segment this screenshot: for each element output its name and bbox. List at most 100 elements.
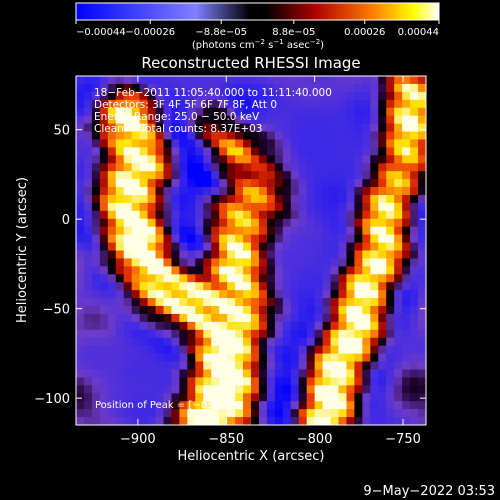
heatmap-cell — [211, 131, 220, 141]
heatmap-cell — [219, 76, 228, 85]
heatmap-cell — [290, 306, 300, 315]
heatmap-cell — [219, 234, 228, 244]
heatmap-cell — [418, 234, 426, 244]
heatmap-cell — [99, 250, 109, 260]
heatmap-cell — [314, 306, 324, 315]
heatmap-cell — [282, 171, 292, 180]
heatmap-cell — [179, 345, 188, 355]
heatmap-cell — [402, 266, 411, 275]
heatmap-cell — [171, 258, 180, 267]
heatmap-cell — [386, 250, 395, 260]
heatmap-cell — [91, 274, 101, 283]
heatmap-cell — [243, 83, 252, 93]
heatmap-cell — [338, 298, 348, 307]
heatmap-cell — [290, 321, 300, 331]
heatmap-cell — [274, 171, 284, 180]
heatmap-cell — [227, 353, 236, 363]
heatmap-cell — [187, 91, 196, 101]
heatmap-cell — [115, 266, 125, 275]
heatmap-cell — [155, 274, 165, 283]
heatmap-cell — [187, 194, 196, 204]
heatmap-cell — [394, 258, 403, 267]
heatmap-cell — [314, 290, 324, 299]
heatmap-cell — [115, 369, 125, 379]
heatmap-cell — [274, 361, 284, 371]
heatmap-cell — [219, 242, 228, 252]
heatmap-cell — [76, 417, 85, 425]
heatmap-cell — [314, 369, 324, 379]
heatmap-cell — [227, 306, 236, 315]
heatmap-cell — [155, 377, 165, 386]
heatmap-cell — [386, 345, 395, 355]
heatmap-cell — [282, 131, 292, 141]
heatmap-cell — [83, 242, 93, 252]
heatmap-cell — [107, 250, 117, 260]
heatmap-cell — [171, 123, 180, 133]
heatmap-cell — [203, 83, 212, 93]
heatmap-cell — [314, 83, 324, 93]
heatmap-cell — [179, 258, 188, 267]
heatmap-cell — [187, 226, 196, 236]
heatmap-cell — [203, 131, 212, 141]
heatmap-cell — [227, 313, 236, 323]
heatmap-cell — [195, 393, 204, 402]
heatmap-cell — [378, 306, 387, 315]
heatmap-cell — [219, 385, 228, 394]
heatmap-cell — [179, 179, 188, 188]
heatmap-cell — [163, 409, 173, 418]
heatmap-cell — [107, 377, 117, 386]
heatmap-cell — [107, 321, 117, 331]
heatmap-cell — [402, 218, 411, 228]
heatmap-cell — [258, 91, 268, 101]
heatmap-cell — [155, 179, 165, 188]
heatmap-cell — [402, 417, 411, 425]
heatmap-cell — [418, 377, 426, 386]
heatmap-cell — [195, 171, 204, 180]
heatmap-cell — [243, 401, 252, 410]
heatmap-cell — [322, 306, 332, 315]
heatmap-cell — [235, 290, 244, 299]
heatmap-cell — [258, 131, 268, 141]
heatmap-cell — [219, 194, 228, 204]
heatmap-cell — [243, 409, 252, 418]
heatmap-cell — [187, 409, 196, 418]
heatmap-cell — [83, 123, 93, 133]
heatmap-cell — [274, 337, 284, 347]
heatmap-cell — [418, 163, 426, 172]
heatmap-cell — [139, 91, 149, 101]
heatmap-cell — [330, 242, 340, 252]
heatmap-cell — [258, 313, 268, 323]
heatmap-cell — [131, 313, 141, 323]
heatmap-cell — [418, 107, 426, 117]
heatmap-cell — [227, 345, 236, 355]
heatmap-cell — [362, 361, 371, 371]
heatmap-cell — [115, 385, 125, 394]
heatmap-cell — [354, 337, 363, 347]
heatmap-cell — [187, 147, 196, 156]
heatmap-cell — [346, 91, 355, 101]
heatmap-cell — [243, 234, 252, 244]
heatmap-cell — [163, 147, 173, 156]
heatmap-cell — [298, 242, 308, 252]
heatmap-cell — [386, 218, 395, 228]
heatmap-cell — [179, 194, 188, 204]
heatmap-cell — [330, 274, 340, 283]
heatmap-cell — [155, 313, 165, 323]
heatmap-cell — [115, 321, 125, 331]
heatmap-cell — [338, 329, 348, 339]
heatmap-cell — [322, 76, 332, 85]
heatmap-cell — [83, 401, 93, 410]
heatmap-cell — [76, 385, 85, 394]
heatmap-cell — [418, 274, 426, 283]
heatmap-cell — [394, 139, 403, 148]
heatmap-cell — [131, 147, 141, 156]
heatmap-cell — [171, 155, 180, 164]
heatmap-cell — [298, 337, 308, 347]
heatmap-cell — [354, 202, 363, 212]
heatmap-cell — [290, 171, 300, 180]
heatmap-cell — [195, 99, 204, 109]
heatmap-cell — [219, 202, 228, 212]
heatmap-cell — [298, 321, 308, 331]
heatmap-cell — [418, 361, 426, 371]
